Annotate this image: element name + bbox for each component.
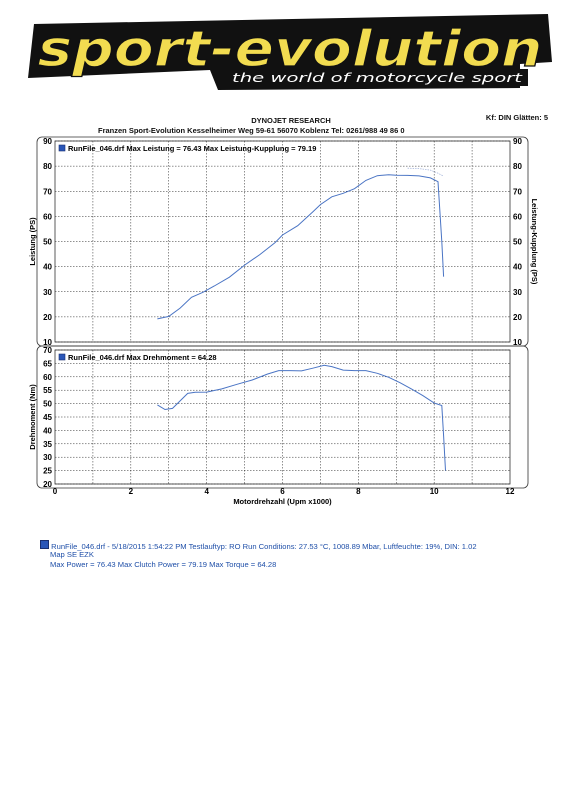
- map-info-line: Map SE EZK: [50, 550, 94, 559]
- y-tick-label-right: 40: [513, 263, 522, 272]
- dyno-address: Franzen Sport-Evolution Kesselheimer Weg…: [98, 126, 405, 135]
- y-tick-label: 70: [43, 187, 52, 196]
- y-tick-label: 60: [43, 212, 52, 221]
- y-tick-label-right: 50: [513, 238, 522, 247]
- y-tick-label: 65: [43, 359, 52, 368]
- y-axis-label: Leistung (PS): [28, 217, 37, 266]
- y-tick-label: 60: [43, 373, 52, 382]
- series-line-clutch: [407, 167, 444, 177]
- y-tick-label-right: 90: [513, 137, 522, 146]
- y-tick-label: 20: [43, 313, 52, 322]
- y-tick-label: 70: [43, 346, 52, 355]
- y-tick-label: 30: [43, 453, 52, 462]
- run-info-text: RunFile_046.drf - 5/18/2015 1:54:22 PM T…: [51, 542, 477, 551]
- square-marker-icon: [58, 353, 66, 361]
- y-tick-label: 90: [43, 137, 52, 146]
- y-axis-label: Drehmoment (Nm): [28, 384, 37, 450]
- y-tick-label: 25: [43, 467, 52, 476]
- y-tick-label: 10: [43, 338, 52, 347]
- y-tick-label: 80: [43, 162, 52, 171]
- y-tick-label: 40: [43, 426, 52, 435]
- y-tick-label-right: 20: [513, 313, 522, 322]
- y-tick-label-right: 10: [513, 338, 522, 347]
- y-axis-label-right: Leistung-Kupplung (PS): [530, 199, 539, 285]
- chart-frame: [36, 345, 529, 489]
- y-tick-label: 45: [43, 413, 52, 422]
- dyno-settings: Kf: DIN Glätten: 5: [485, 113, 548, 122]
- x-tick-label: 8: [356, 487, 361, 496]
- chart-legend: RunFile_046.drf Max Drehmoment = 64.28: [68, 353, 217, 362]
- logo-tagline-bar: [226, 69, 528, 86]
- max-values-line: Max Power = 76.43 Max Clutch Power = 79.…: [50, 560, 277, 569]
- y-tick-label-right: 80: [513, 162, 522, 171]
- square-marker-icon: [40, 540, 49, 549]
- run-info-line: RunFile_046.drf - 5/18/2015 1:54:22 PM T…: [40, 540, 477, 551]
- y-tick-label: 50: [43, 400, 52, 409]
- x-tick-label: 6: [280, 487, 285, 496]
- y-tick-label: 20: [43, 480, 52, 489]
- logo-tagline: the world of motorcycle sport: [232, 71, 524, 85]
- y-tick-label-right: 60: [513, 212, 522, 221]
- y-tick-label: 50: [43, 238, 52, 247]
- series-line-main: [157, 174, 445, 320]
- y-tick-label-right: 30: [513, 288, 522, 297]
- x-tick-label: 4: [204, 487, 209, 496]
- x-tick-label: 0: [53, 487, 58, 496]
- x-tick-label: 12: [506, 487, 515, 496]
- y-tick-label-right: 70: [513, 187, 522, 196]
- series-line-main: [157, 364, 446, 471]
- logo-main-text: sport-evolution: [38, 20, 543, 78]
- chart-legend: RunFile_046.drf Max Leistung = 76.43 Max…: [68, 144, 316, 153]
- dyno-company: DYNOJET RESEARCH: [251, 116, 331, 125]
- x-tick-label: 10: [430, 487, 439, 496]
- torque-chart: 20 25 30 35 40 45 50 55 60 65 70 0 2 4 6 8 10 12 Motordreh…: [28, 345, 529, 506]
- y-tick-label: 35: [43, 440, 52, 449]
- power-chart: 10 10 20 20 30 30 40 40 50 50 60 60 70 70 80 80 90 90 Leis…: [28, 136, 539, 347]
- x-axis-label: Motordrehzahl (Upm x1000): [233, 497, 332, 506]
- x-tick-label: 2: [129, 487, 134, 496]
- y-tick-label: 40: [43, 263, 52, 272]
- y-tick-label: 30: [43, 288, 52, 297]
- square-marker-icon: [58, 144, 66, 152]
- y-tick-label: 55: [43, 386, 52, 395]
- sport-evolution-logo: sport-evolution the world of motorcycle …: [28, 14, 552, 90]
